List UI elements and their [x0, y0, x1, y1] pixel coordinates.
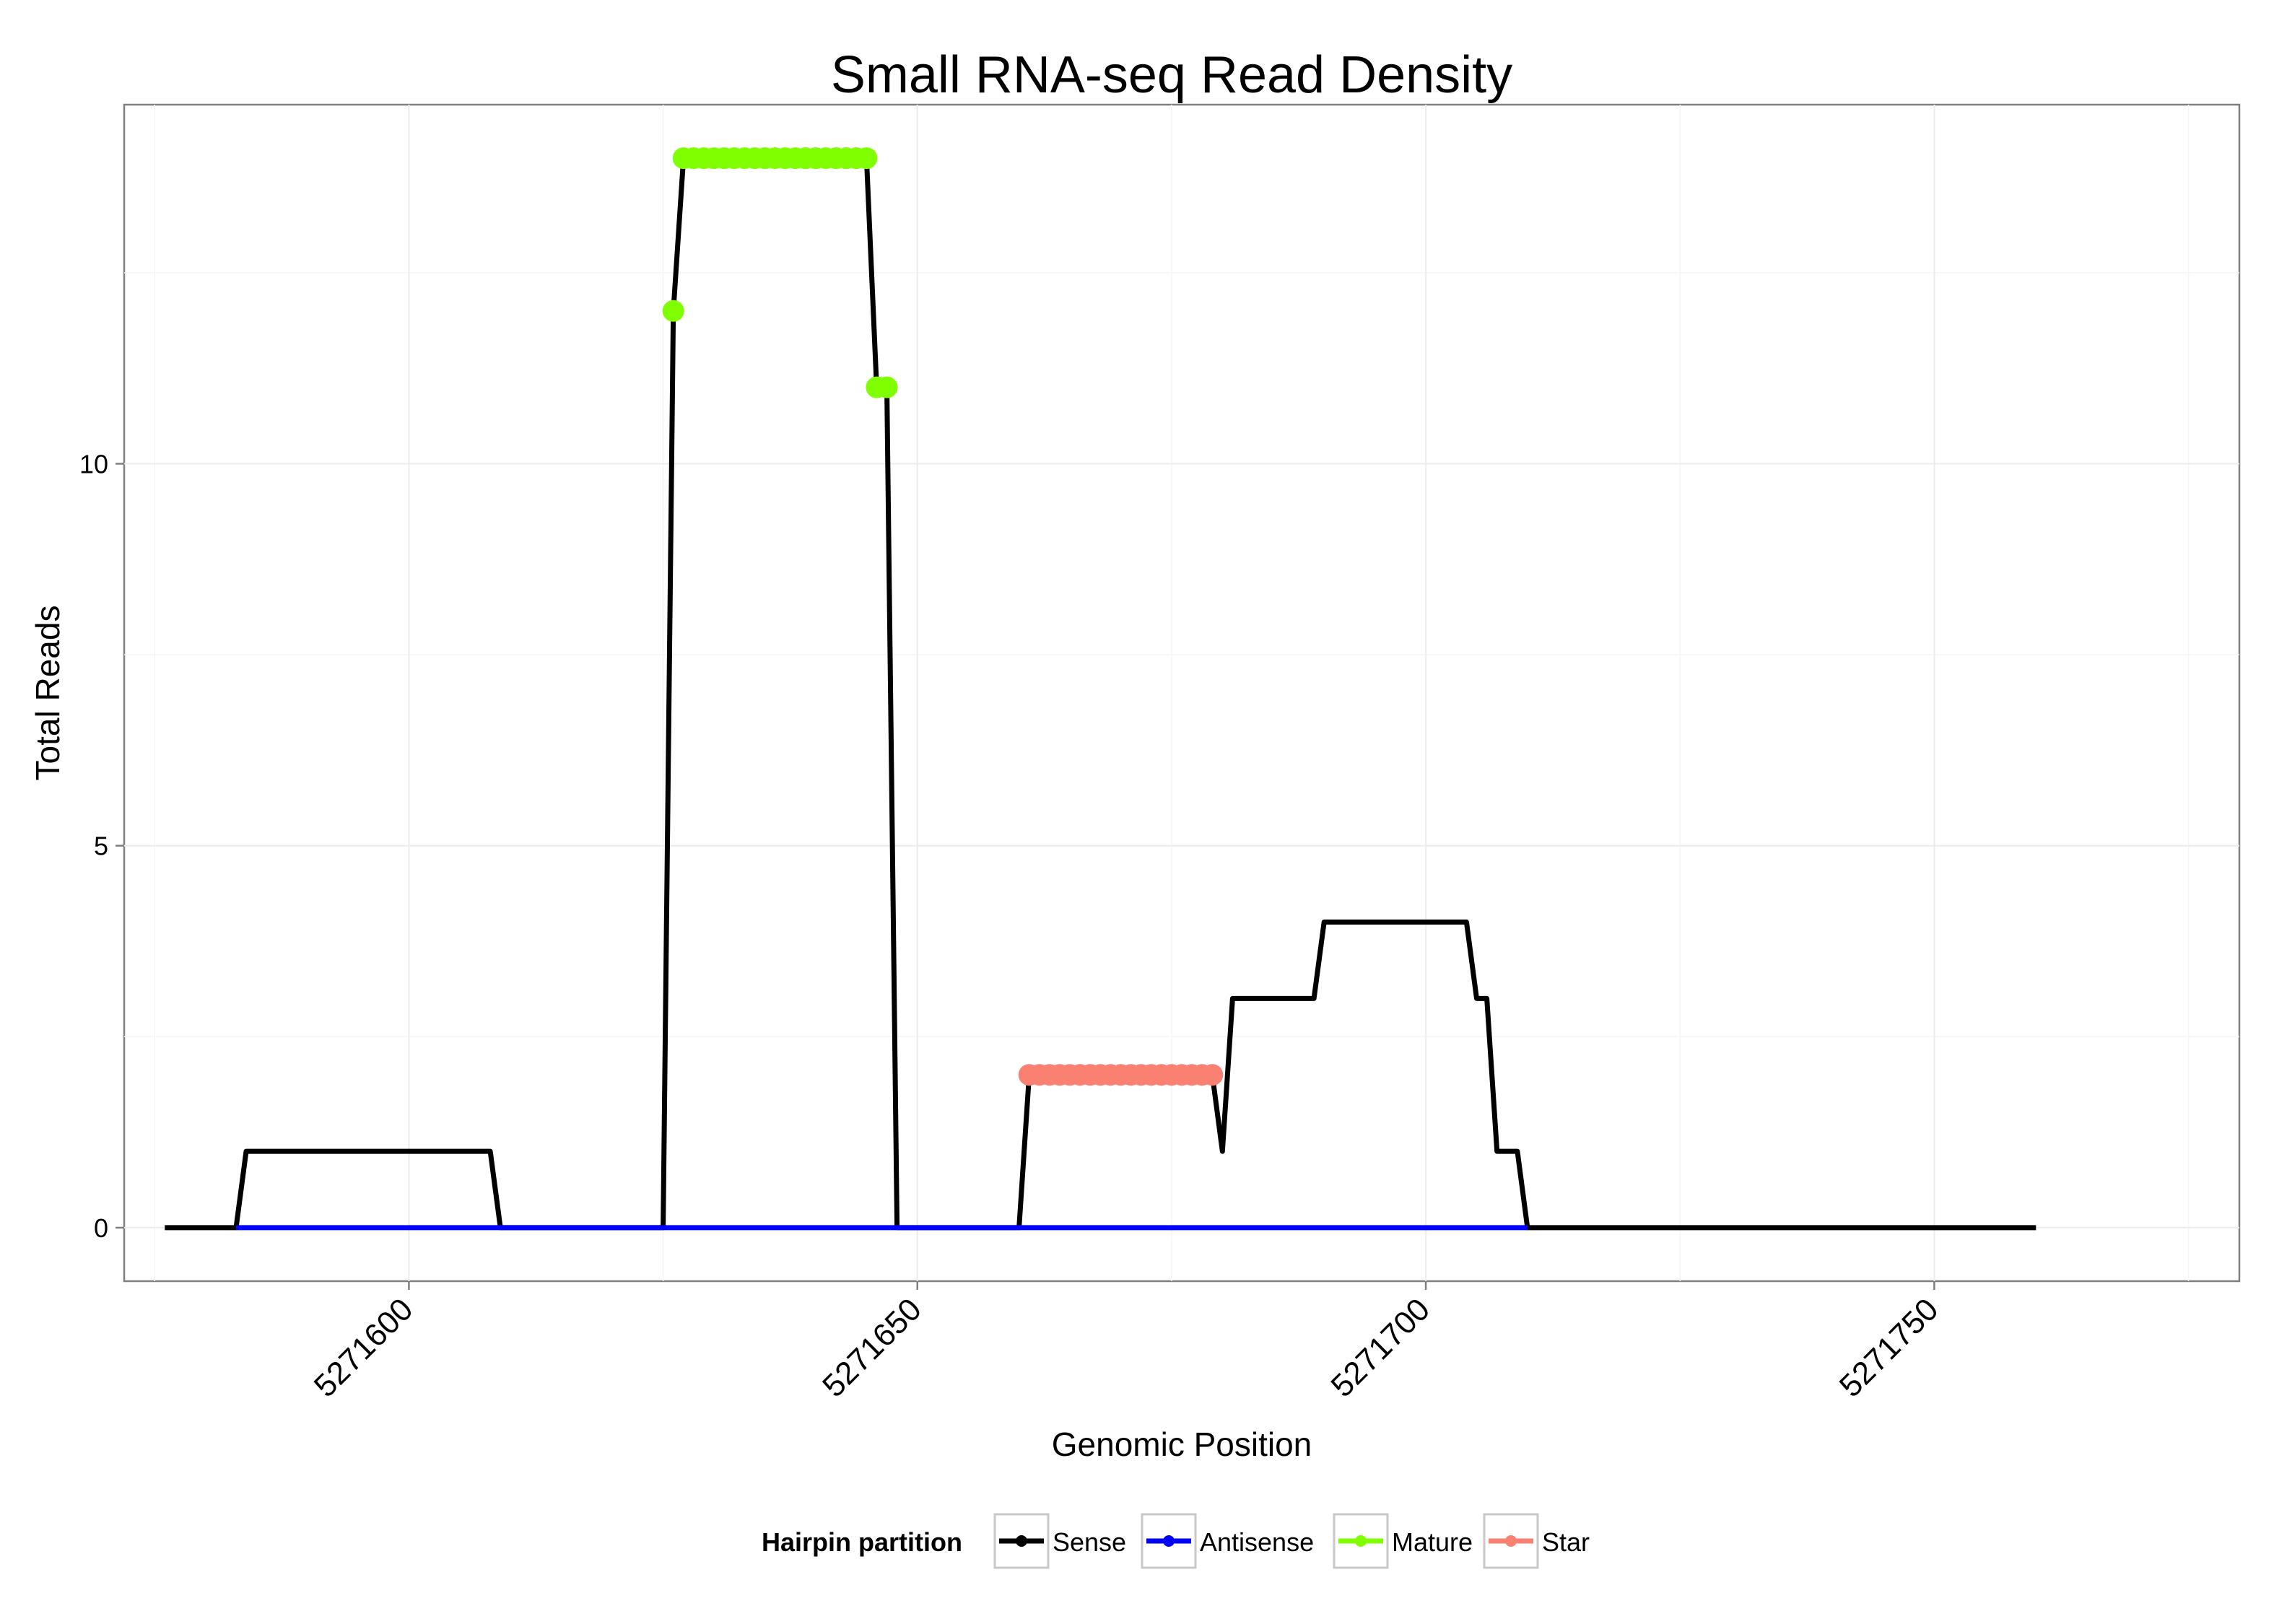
legend-label: Mature: [1392, 1527, 1473, 1557]
star-point: [1201, 1064, 1224, 1086]
legend-label: Star: [1542, 1527, 1590, 1557]
legend-item-mature: Mature: [1333, 1513, 1473, 1569]
plot-panel: [123, 103, 2241, 1283]
legend-item-sense: Sense: [993, 1513, 1126, 1569]
mature-point: [855, 147, 878, 170]
y-axis-title: Total Reads: [29, 606, 66, 781]
x-tick-label: 5271750: [1833, 1291, 1946, 1404]
legend-label: Antisense: [1200, 1527, 1314, 1557]
y-tick-label: 10: [79, 449, 108, 479]
legend-item-star: Star: [1483, 1513, 1590, 1569]
legend-key-point: [1163, 1535, 1175, 1547]
mature-point: [876, 376, 898, 398]
legend-key-point: [1355, 1535, 1367, 1547]
x-tick-label: 5271650: [816, 1291, 928, 1404]
legend-key-point: [1016, 1535, 1027, 1547]
legend-label: Sense: [1053, 1527, 1126, 1557]
chart-title: Small RNA-seq Read Density: [831, 46, 1512, 104]
legend-title: Hairpin partition: [762, 1527, 962, 1557]
series-layer: [165, 147, 2036, 1231]
y-tick-label: 5: [94, 831, 108, 861]
legend-items: Sense Antisense Mature Star: [993, 1513, 1590, 1569]
y-tick-label: 0: [94, 1213, 108, 1243]
legend-key-point: [1505, 1535, 1517, 1547]
x-axis-title: Genomic Position: [1052, 1426, 1312, 1463]
x-tick-label: 5271600: [308, 1291, 420, 1404]
mature-point: [662, 300, 684, 322]
legend-item-antisense: Antisense: [1141, 1513, 1314, 1569]
legend: Hairpin partition Sense Antisense Mature St…: [762, 1513, 1590, 1569]
x-tick-label: 5271700: [1324, 1291, 1437, 1404]
